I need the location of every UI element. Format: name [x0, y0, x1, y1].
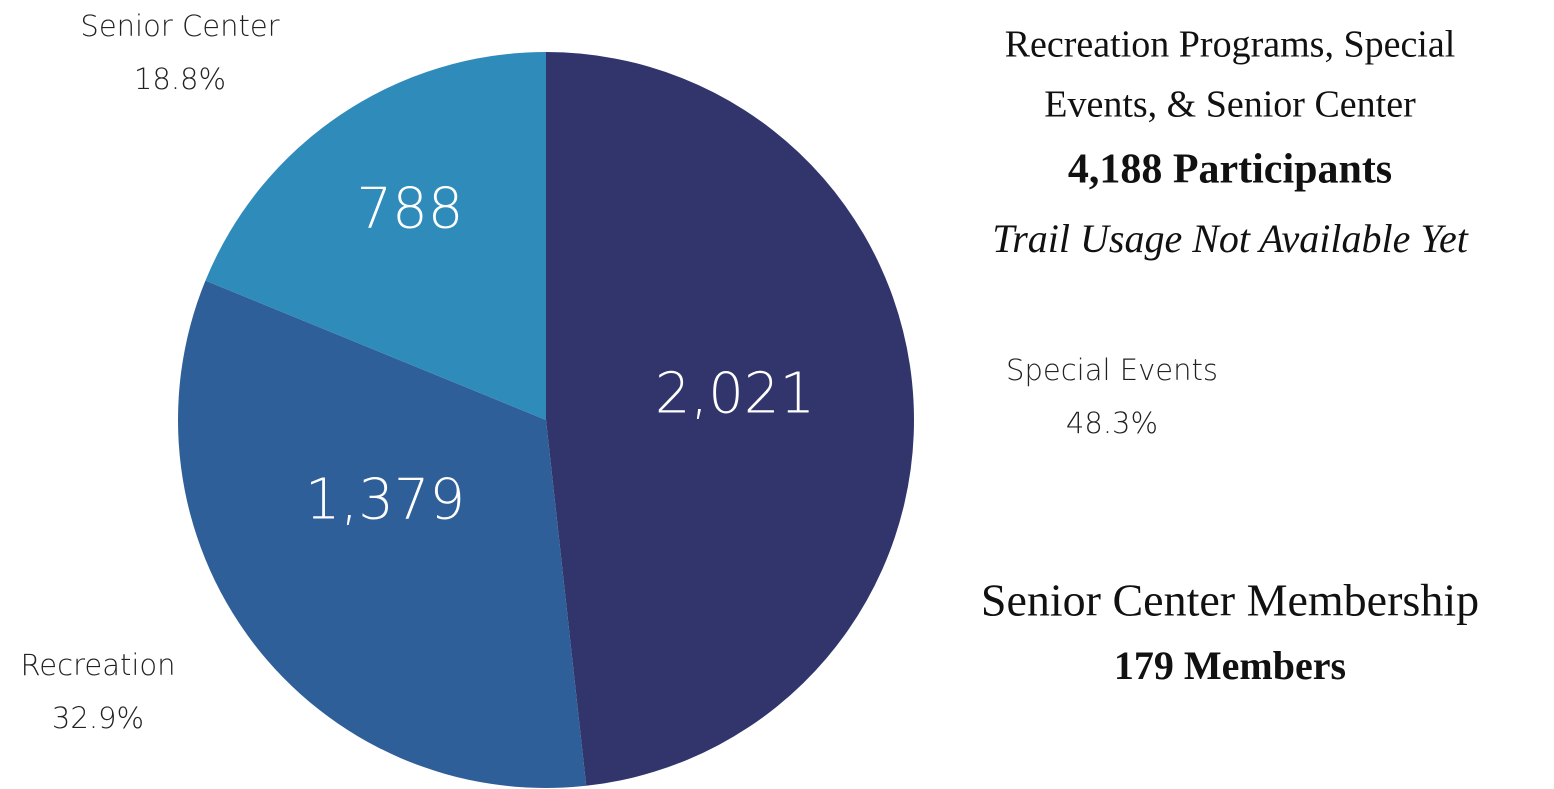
slice	[177, 280, 587, 788]
title-line: Events, & Senior Center	[1044, 84, 1416, 126]
value-label: 788	[357, 176, 464, 241]
participants: 4,188 Participants	[1068, 147, 1392, 193]
side-text: Recreation Programs, Special Events, & S…	[981, 24, 1479, 688]
title-line: Recreation Programs, Special	[1005, 24, 1456, 66]
value-label: 1,379	[305, 467, 465, 532]
category-label: Special Events	[1006, 353, 1218, 387]
percent-label: 18.8%	[134, 62, 226, 96]
category-label: Recreation	[20, 648, 175, 682]
slice	[205, 52, 546, 420]
membership-title: Senior Center Membership	[981, 575, 1479, 626]
percent-label: 32.9%	[52, 701, 144, 735]
members: 179 Members	[1114, 643, 1346, 688]
percent-label: 48.3%	[1066, 406, 1158, 440]
slice	[546, 52, 915, 786]
slices	[177, 52, 915, 788]
category-label: Senior Center	[80, 9, 279, 43]
value-label: 2,021	[655, 361, 815, 426]
note: Trail Usage Not Available Yet	[992, 216, 1469, 261]
